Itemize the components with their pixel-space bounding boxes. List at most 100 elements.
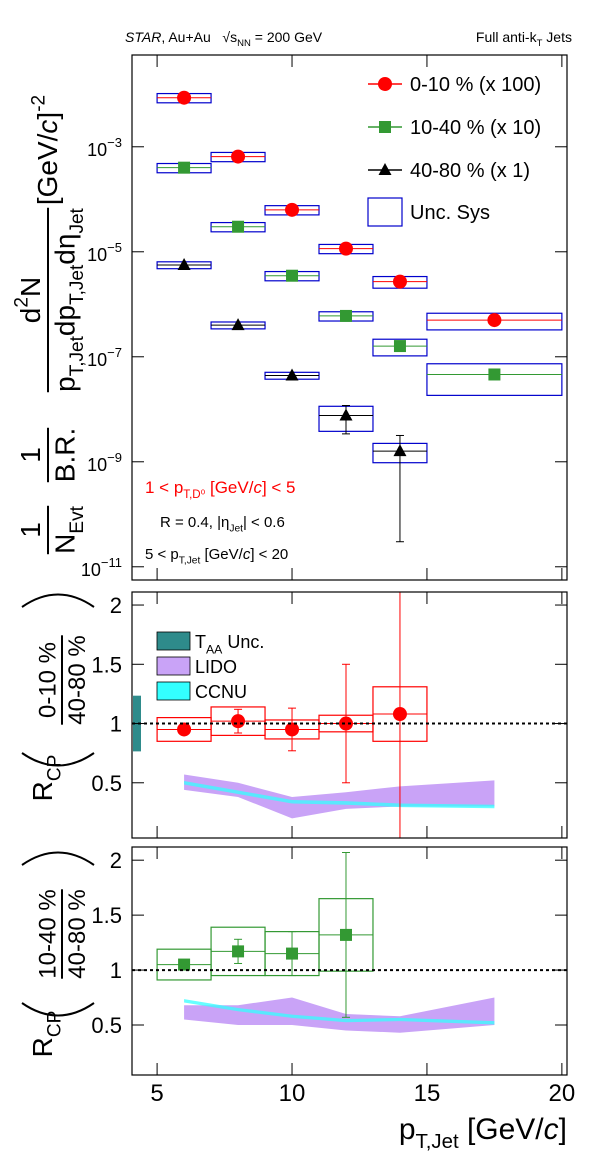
data-point — [488, 368, 501, 381]
data-point — [338, 716, 353, 731]
text-segment: T,Jet — [67, 264, 88, 305]
data-point — [232, 945, 245, 958]
y-tick-label: 10−9 — [87, 450, 122, 475]
y-axis-unit: [GeV/c]-2 — [28, 95, 63, 205]
text-segment: ] < 20 — [250, 546, 288, 563]
fraction-numerator: 0-10 % — [34, 642, 61, 718]
data-point — [339, 928, 352, 941]
tick-exponent: −11 — [101, 555, 122, 570]
fraction-numerator: 1 — [15, 522, 46, 538]
text-segment: 1 — [15, 447, 46, 463]
data-point — [393, 340, 406, 353]
text-segment: ] < 5 — [262, 478, 296, 497]
data-point — [338, 241, 353, 256]
y-axis-title: RCP — [27, 1011, 65, 1058]
y-tick-label: 1.5 — [91, 903, 122, 928]
data-point — [392, 274, 407, 289]
text-segment: 1 — [15, 522, 46, 538]
model-band — [184, 774, 495, 819]
tick-base: 10 — [87, 140, 107, 160]
y-tick-label: 1 — [110, 958, 122, 983]
text-segment: T — [195, 632, 206, 652]
text-segment: CP — [44, 755, 65, 781]
fraction-denominator: B.R. — [50, 428, 81, 482]
x-axis-title: pT,Jet [GeV/c] — [399, 1113, 567, 1153]
text-segment: T,Jet — [416, 1131, 459, 1153]
tick-base: 10 — [87, 455, 107, 475]
plot-frame — [131, 846, 568, 1076]
text-segment: STAR — [125, 29, 161, 45]
plot-frame — [131, 54, 568, 581]
y-tick-label: 1.5 — [91, 652, 122, 677]
fraction-denominator: pT,JetdpT,JetdηJet — [50, 207, 88, 391]
x-tick-label: 20 — [549, 1080, 576, 1107]
bracket — [21, 593, 95, 608]
systematic-box — [372, 338, 428, 357]
text-segment: Full anti-k — [476, 29, 538, 45]
text-segment: [GeV/ — [205, 478, 253, 497]
fraction-denominator: 40-80 % — [64, 635, 91, 724]
data-point — [285, 368, 299, 381]
data-point — [487, 313, 502, 328]
x-tick-label: 5 — [150, 1080, 163, 1107]
text-segment: B.R. — [50, 428, 81, 482]
data-point — [393, 444, 407, 457]
header-left: STAR, Au+Au √sNN = 200 GeV — [125, 29, 323, 49]
text-segment: R = 0.4, |η — [160, 514, 229, 531]
text-segment: R — [27, 1037, 58, 1057]
text-segment: [GeV/ — [459, 1113, 545, 1146]
legend-marker — [379, 121, 391, 133]
plot-area — [156, 90, 563, 543]
text-segment: | < 0.6 — [243, 514, 285, 531]
legend-label: LIDO — [195, 657, 237, 677]
y-axis-title-text: RCP — [27, 1011, 65, 1058]
text-segment: T,D⁰ — [183, 489, 205, 501]
text-segment: ] — [559, 1113, 567, 1146]
annotation: R = 0.4, |ηJet| < 0.6 — [160, 514, 285, 535]
model-band — [184, 781, 495, 809]
text-segment: Unc. — [222, 632, 264, 652]
data-point — [231, 714, 246, 729]
legend-label: 10-40 % (x 10) — [410, 117, 541, 139]
text-segment: p — [399, 1113, 416, 1146]
data-point — [285, 202, 300, 217]
text-segment: , Au+Au √s — [161, 29, 237, 45]
systematic-box — [426, 363, 563, 396]
legend-marker — [378, 77, 392, 91]
text-segment: [GeV/ — [32, 133, 63, 205]
bracket — [21, 1002, 95, 1017]
fraction: 1 B.R. — [15, 427, 81, 483]
model-band — [184, 997, 495, 1033]
text-segment: c — [253, 478, 262, 497]
legend-label: Unc. Sys — [410, 202, 490, 224]
model-band — [184, 999, 495, 1025]
text-segment: d — [15, 308, 46, 324]
plot-area — [156, 851, 495, 1033]
plot-frame — [131, 591, 568, 839]
text-segment: NN — [237, 38, 251, 49]
header-right: Full anti-kT Jets — [476, 29, 572, 49]
data-point — [286, 269, 299, 282]
annotation: 5 < pT,Jet [GeV/c] < 20 — [145, 546, 288, 567]
text-segment: N — [15, 277, 46, 297]
text-segment: Jets — [542, 29, 572, 45]
text-segment: c — [544, 1113, 559, 1146]
data-point — [232, 220, 245, 233]
text-segment: = 200 GeV — [251, 29, 323, 45]
text-segment: Evt — [67, 505, 88, 533]
text-segment: T — [537, 38, 543, 49]
x-tick-label: 10 — [279, 1080, 306, 1107]
x-tick-label: 15 — [414, 1080, 441, 1107]
text-segment: AA — [206, 642, 223, 656]
data-point — [339, 408, 353, 421]
y-tick-label: 0.5 — [91, 771, 122, 796]
text-segment: p — [50, 376, 81, 392]
text-segment: N — [50, 534, 81, 554]
tick-exponent: −7 — [107, 345, 122, 360]
fraction-numerator: 10-40 % — [34, 889, 61, 978]
text-segment: Jet — [67, 207, 88, 233]
tick-exponent: −9 — [107, 450, 122, 465]
text-segment: ] — [32, 112, 63, 120]
text-segment: R — [27, 781, 58, 801]
